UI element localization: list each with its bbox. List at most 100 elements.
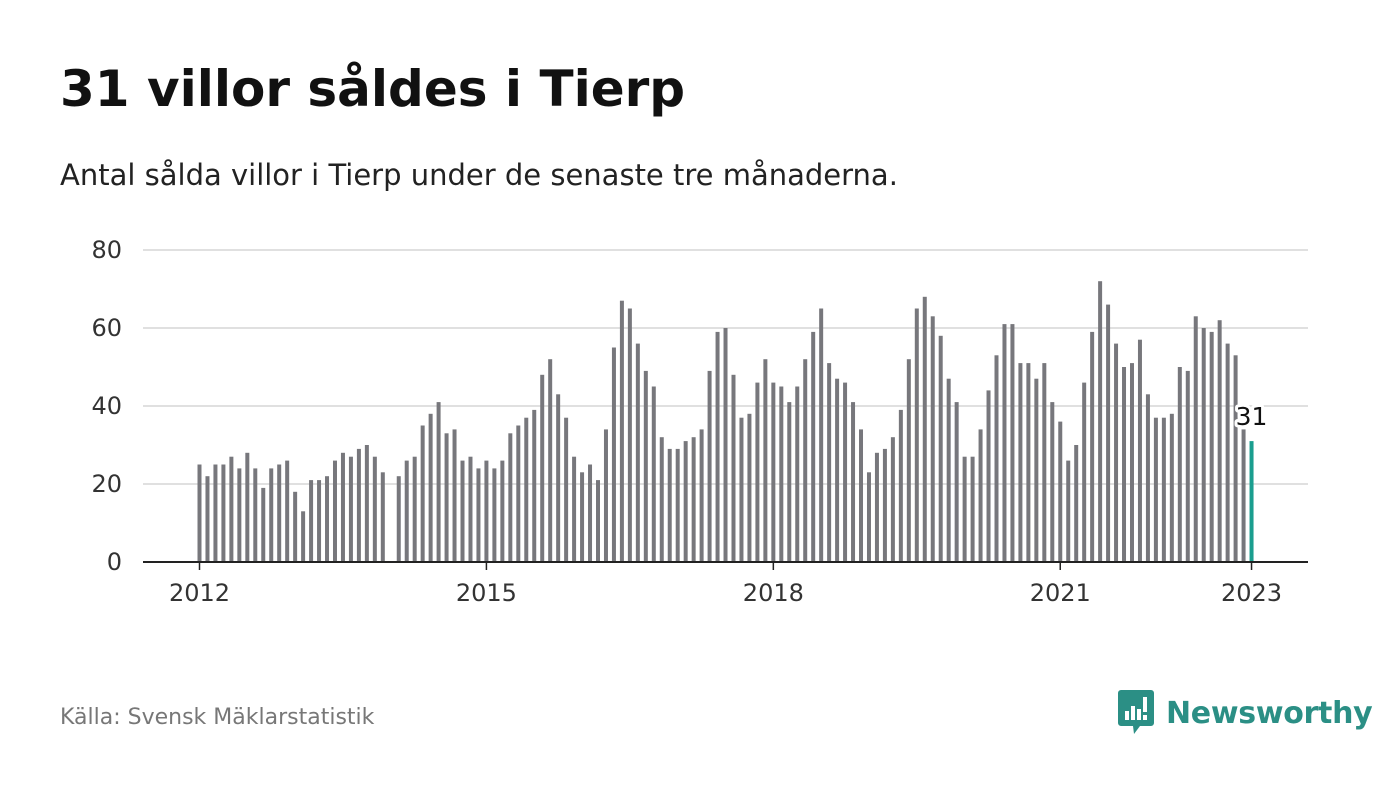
bar (659, 437, 664, 562)
bar (500, 460, 505, 562)
bar (675, 448, 680, 562)
bar (396, 476, 401, 562)
bar (428, 413, 433, 562)
bar (317, 480, 322, 562)
bar (1074, 445, 1079, 562)
bar (444, 433, 449, 562)
bar (237, 468, 242, 562)
bar (1122, 367, 1127, 562)
bar (763, 359, 768, 562)
bar (603, 429, 608, 562)
bar (1010, 324, 1015, 562)
bar (922, 296, 927, 562)
bar (1217, 320, 1222, 562)
bar (755, 382, 760, 562)
bar (1066, 460, 1071, 562)
bar (731, 374, 736, 562)
bar (1225, 343, 1230, 562)
bar (205, 476, 210, 562)
bar (898, 409, 903, 562)
bar (1026, 363, 1031, 562)
bar (827, 363, 832, 562)
bar (954, 402, 959, 562)
bar (691, 437, 696, 562)
bar (1201, 328, 1206, 562)
bar (404, 460, 409, 562)
y-tick-label: 60 (91, 314, 122, 342)
bar (771, 382, 776, 562)
y-tick-label: 20 (91, 470, 122, 498)
bar (588, 464, 593, 562)
bar (348, 456, 353, 562)
brand-logo[interactable]: Newsworthy (1118, 690, 1373, 736)
bar (476, 468, 481, 562)
bar (1106, 304, 1111, 562)
bar (1137, 339, 1142, 562)
bar (564, 417, 569, 562)
bar (970, 456, 975, 562)
x-tick-label: 2023 (1221, 579, 1282, 607)
bar (1114, 343, 1119, 562)
bar (882, 448, 887, 562)
bar (364, 445, 369, 562)
bar (1090, 331, 1095, 562)
bar (1177, 367, 1182, 562)
bar (859, 429, 864, 562)
x-tick-label: 2015 (456, 579, 517, 607)
bar (285, 460, 290, 562)
bar (245, 452, 250, 562)
chart-subtitle: Antal sålda villor i Tierp under de sena… (60, 158, 898, 192)
bar (356, 448, 361, 562)
highlight-value-label: 31 (1236, 402, 1268, 431)
bar (739, 417, 744, 562)
bar (1153, 417, 1158, 562)
bar (627, 308, 632, 562)
x-tick-label: 2021 (1030, 579, 1091, 607)
bar (261, 487, 266, 562)
source-note: Källa: Svensk Mäklarstatistik (60, 705, 375, 730)
bar (747, 413, 752, 562)
bar (890, 437, 895, 562)
bar (309, 480, 314, 562)
bar (468, 456, 473, 562)
bar (596, 480, 600, 562)
x-tick-label: 2012 (169, 579, 230, 607)
bar (516, 425, 521, 562)
bar (811, 331, 816, 562)
bar (699, 429, 704, 562)
bar (1185, 370, 1190, 562)
bar (994, 355, 999, 562)
bar (1018, 363, 1023, 562)
bar (197, 464, 202, 562)
bar (548, 359, 553, 562)
bar (962, 456, 967, 562)
bar (492, 468, 497, 562)
bar (667, 448, 672, 562)
bar (851, 402, 856, 562)
bar (253, 468, 258, 562)
bar (1082, 382, 1087, 562)
bar (779, 386, 784, 562)
bar (723, 328, 728, 562)
bar (843, 382, 848, 562)
bar (1002, 324, 1007, 562)
bar (874, 452, 879, 562)
bar (683, 441, 688, 562)
bar (229, 456, 234, 562)
bar (611, 347, 616, 562)
bar (978, 429, 983, 562)
bar (707, 370, 712, 562)
bar (914, 308, 919, 562)
bar (651, 386, 656, 562)
bar (452, 429, 457, 562)
bar (301, 511, 306, 562)
bar (340, 452, 345, 562)
bar (269, 468, 274, 562)
bar (1161, 417, 1166, 562)
y-tick-label: 40 (91, 392, 122, 420)
bar (1058, 421, 1063, 562)
bar (1169, 413, 1174, 562)
bar (787, 402, 792, 562)
bar (460, 460, 465, 562)
bar (1145, 394, 1150, 562)
